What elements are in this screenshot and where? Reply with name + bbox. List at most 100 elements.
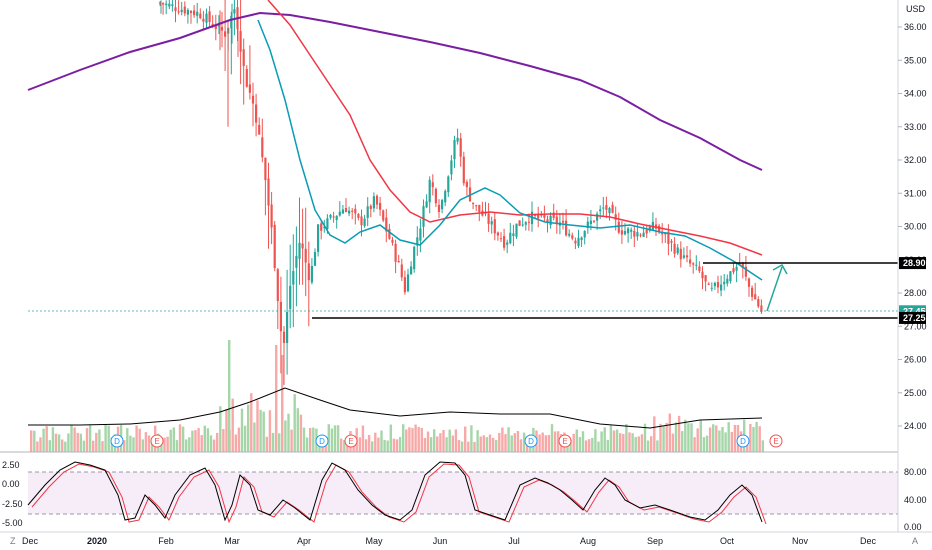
candle <box>465 179 468 196</box>
volume-bar <box>495 439 498 452</box>
volume-bar <box>228 340 231 452</box>
candle <box>617 212 620 235</box>
volume-bar <box>405 429 408 452</box>
time-tick-label: Mar <box>224 536 240 546</box>
volume-bar <box>374 432 377 452</box>
candle <box>261 118 264 163</box>
candle <box>695 255 698 271</box>
volume-bar <box>408 427 411 452</box>
candle <box>757 296 760 309</box>
volume-bar <box>150 441 154 452</box>
volume-bar <box>470 425 473 452</box>
candle <box>710 282 713 292</box>
earnings-marker[interactable]: E <box>344 434 358 448</box>
volume-ma-line <box>28 387 763 429</box>
volume-bar <box>259 409 262 452</box>
candle <box>447 175 450 197</box>
volume-bar <box>715 425 718 452</box>
price-tick-label: 34.00 <box>904 89 927 99</box>
volume-bar <box>758 426 761 452</box>
candle <box>202 10 205 30</box>
candle <box>462 151 465 186</box>
volume-bar <box>420 427 423 452</box>
volume-bar <box>64 441 67 452</box>
volume-bar <box>73 427 76 452</box>
volume-bar <box>634 437 637 452</box>
time-axis[interactable]: Dec 2020 Feb Mar Apr May Jun Jul Aug Sep Oct Nov Dec <box>22 536 877 546</box>
earnings-marker[interactable]: E <box>558 434 572 448</box>
volume-bar <box>597 441 600 452</box>
candle <box>716 275 720 294</box>
candle <box>664 231 667 243</box>
candle <box>754 282 757 300</box>
volume-bar <box>98 429 101 452</box>
volume-bar <box>293 394 296 452</box>
candle <box>273 221 276 272</box>
dividend-marker[interactable]: D <box>110 434 124 448</box>
candle <box>251 82 255 127</box>
candle <box>233 0 236 36</box>
volume-bar <box>464 426 467 452</box>
candle <box>679 241 682 268</box>
volume-bar <box>262 411 265 452</box>
candle <box>580 236 583 247</box>
volume-bar <box>395 439 399 452</box>
candle <box>205 8 208 29</box>
price-axis[interactable]: 36.0035.0034.0033.0032.0031.0030.0029.00… <box>898 22 927 431</box>
candle <box>698 261 701 274</box>
volume-bar <box>451 435 454 452</box>
candle <box>186 8 189 24</box>
volume-bar <box>643 423 647 452</box>
volume-bar <box>609 425 613 452</box>
svg-text:E: E <box>348 437 353 446</box>
volume-bar <box>309 428 312 452</box>
candle <box>162 2 165 15</box>
time-tick-label: May <box>365 536 383 546</box>
candle <box>490 216 493 234</box>
volume-bar <box>389 424 392 452</box>
candle <box>214 14 217 41</box>
volume-bar <box>135 425 138 452</box>
volume-bar <box>253 422 256 452</box>
earnings-marker[interactable]: E <box>150 434 164 448</box>
dividend-marker[interactable]: D <box>736 434 750 448</box>
volume-bar <box>67 433 70 452</box>
candle <box>729 270 732 284</box>
candle <box>484 201 487 217</box>
candle <box>692 262 695 274</box>
osc-left-tick-label: -5.00 <box>2 518 23 528</box>
candle <box>248 45 251 100</box>
volume-bar <box>550 424 554 452</box>
volume-bar <box>392 438 396 452</box>
volume-bar <box>544 435 547 452</box>
price-tick-label: 28.00 <box>904 288 927 298</box>
auto-scale-button[interactable] <box>906 534 924 548</box>
price-candles[interactable] <box>158 0 763 385</box>
candle <box>627 226 630 243</box>
volume-bar <box>79 433 82 452</box>
volume-bar <box>619 433 622 452</box>
volume-bar <box>222 429 225 452</box>
projection-arrow[interactable] <box>766 263 788 312</box>
volume-bar <box>460 441 464 452</box>
dividend-marker[interactable]: D <box>524 434 538 448</box>
dividend-marker[interactable]: D <box>315 434 329 448</box>
candle <box>286 269 289 375</box>
time-tick-label: Feb <box>158 536 174 546</box>
zoom-toggle[interactable]: Z <box>10 536 16 546</box>
earnings-marker[interactable]: E <box>769 434 783 448</box>
candle <box>568 229 571 238</box>
volume-bar <box>48 440 51 452</box>
candle <box>394 239 397 274</box>
candle <box>472 202 475 210</box>
volume-bar <box>101 441 104 452</box>
volume-bar <box>445 437 448 452</box>
candle <box>400 258 403 281</box>
svg-text:E: E <box>154 437 159 446</box>
candle <box>518 220 521 227</box>
volume-bar <box>383 439 386 452</box>
candle <box>298 197 301 285</box>
candle <box>375 194 379 210</box>
